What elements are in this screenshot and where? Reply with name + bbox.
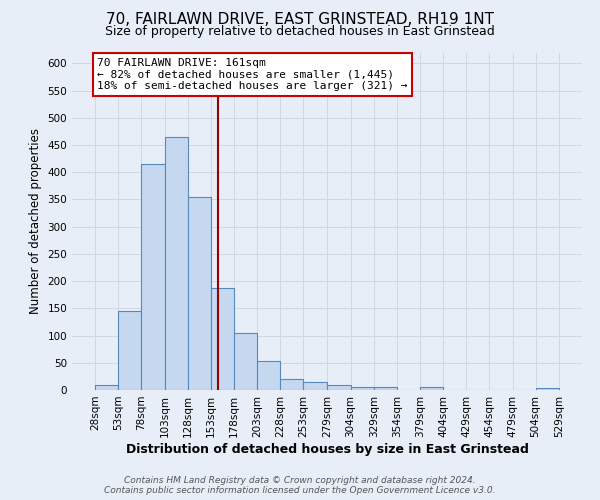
X-axis label: Distribution of detached houses by size in East Grinstead: Distribution of detached houses by size … xyxy=(125,442,529,456)
Bar xyxy=(374,388,397,390)
Bar xyxy=(164,137,188,390)
Text: Contains HM Land Registry data © Crown copyright and database right 2024.
Contai: Contains HM Land Registry data © Crown c… xyxy=(104,476,496,495)
Y-axis label: Number of detached properties: Number of detached properties xyxy=(29,128,42,314)
Bar xyxy=(304,382,328,390)
Text: Size of property relative to detached houses in East Grinstead: Size of property relative to detached ho… xyxy=(105,25,495,38)
Bar xyxy=(257,361,280,390)
Bar xyxy=(280,379,304,390)
Text: 70, FAIRLAWN DRIVE, EAST GRINSTEAD, RH19 1NT: 70, FAIRLAWN DRIVE, EAST GRINSTEAD, RH19… xyxy=(106,12,494,28)
Bar xyxy=(536,388,559,390)
Bar xyxy=(188,197,211,390)
Bar xyxy=(420,388,443,390)
Bar xyxy=(95,384,118,390)
Text: 70 FAIRLAWN DRIVE: 161sqm
← 82% of detached houses are smaller (1,445)
18% of se: 70 FAIRLAWN DRIVE: 161sqm ← 82% of detac… xyxy=(97,58,407,91)
Bar xyxy=(328,384,350,390)
Bar xyxy=(234,333,257,390)
Bar xyxy=(142,164,164,390)
Bar xyxy=(118,311,142,390)
Bar xyxy=(211,288,234,390)
Bar xyxy=(350,388,374,390)
